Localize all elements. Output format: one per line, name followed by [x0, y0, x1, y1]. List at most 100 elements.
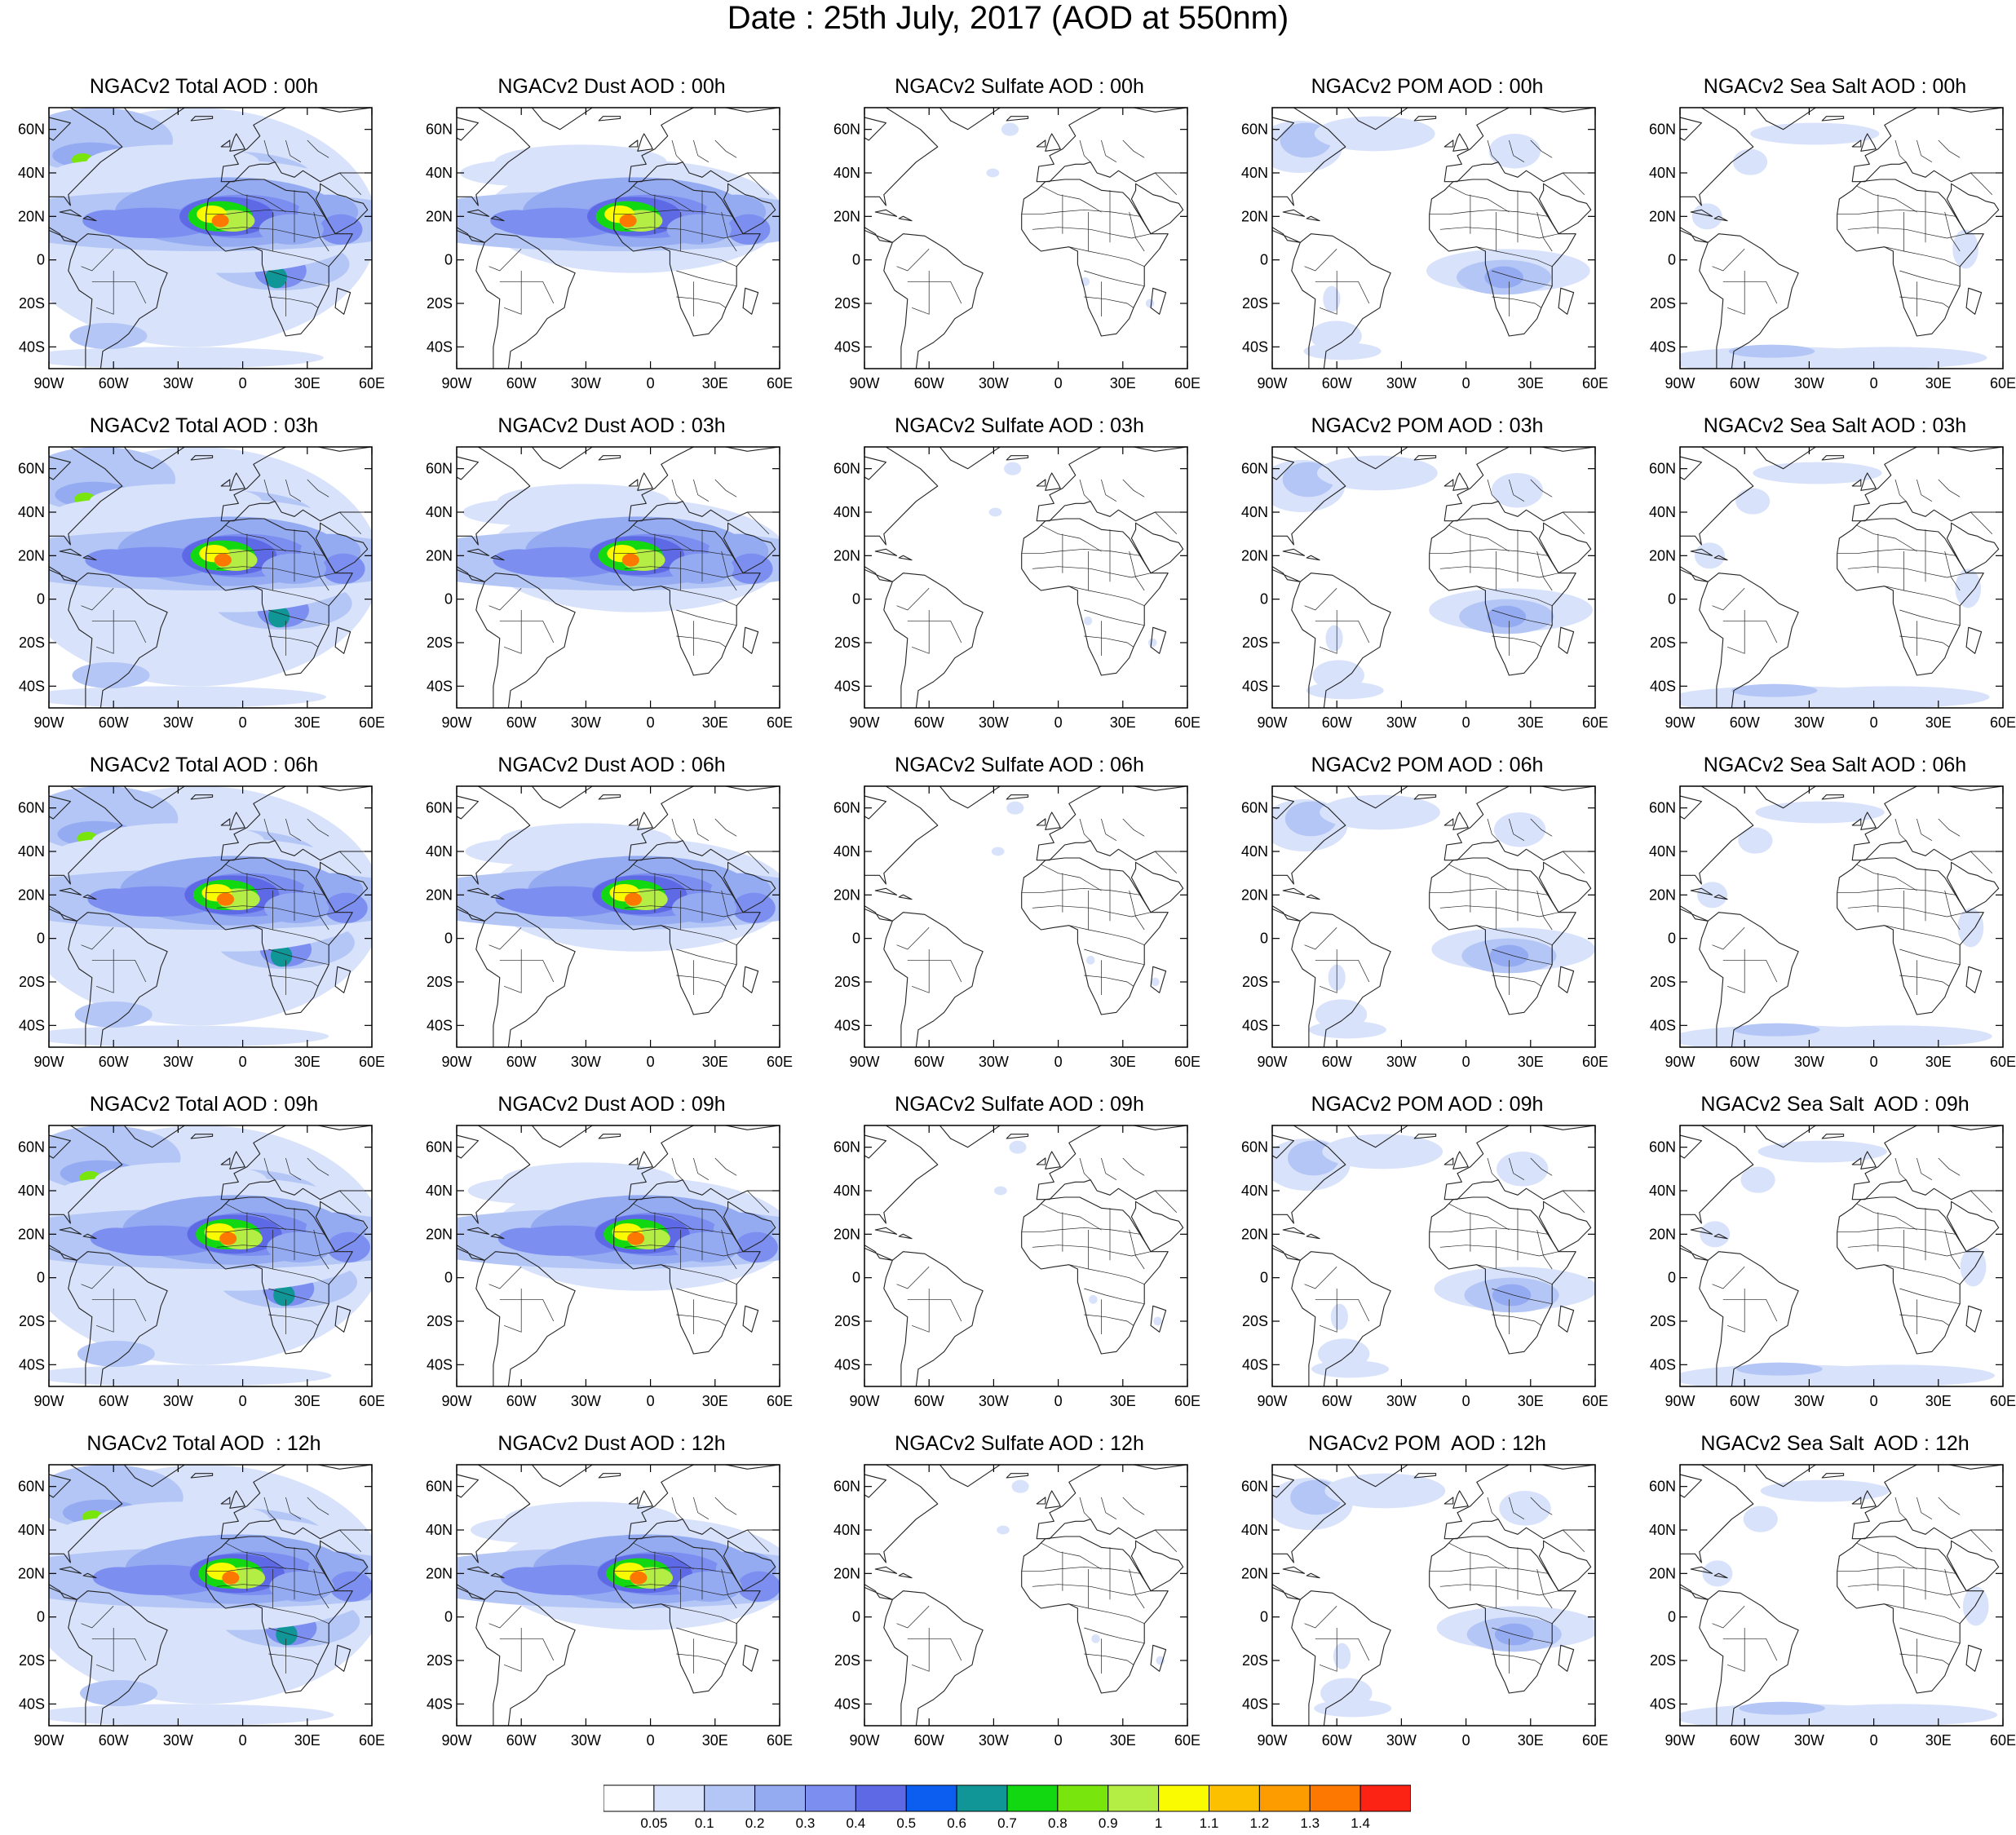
lat-tick-label: 20S [1650, 974, 1676, 990]
aod-field [1272, 1125, 1595, 1386]
aod-patch [216, 892, 235, 906]
colorbar-swatch [1309, 1784, 1361, 1812]
aod-patch [1731, 683, 1818, 697]
aod-patch [82, 210, 135, 232]
lon-tick-label: 60E [1990, 1054, 2016, 1070]
panel-title: NGACv2 POM AOD : 06h [1311, 754, 1544, 776]
lon-tick-label: 60E [359, 1732, 385, 1749]
aod-patch [1147, 638, 1157, 648]
lat-tick-label: 60N [833, 461, 860, 477]
lon-tick-label: 0 [1870, 375, 1878, 391]
lat-tick-label: 60N [1649, 800, 1676, 816]
aod-patch [324, 892, 368, 923]
map-plot: 60N 40N 20N 0 20S 40S 90W 60W 30W 0 30E 60E [426, 1464, 793, 1749]
lon-tick-label: 60E [1174, 1393, 1200, 1409]
aod-patch [1743, 1506, 1778, 1532]
borders [489, 818, 770, 995]
aod-patch [993, 1186, 1007, 1196]
aod-patch [460, 160, 581, 186]
aod-field [864, 786, 1187, 1047]
lon-tick-label: 0 [647, 375, 655, 391]
lon-tick-label: 60W [1730, 1732, 1760, 1749]
aod-patch [319, 214, 363, 245]
colorbar-swatch [653, 1784, 705, 1812]
lon-tick-label: 60W [506, 375, 537, 391]
aod-field [1680, 447, 2003, 708]
borders [1712, 479, 1993, 656]
map-plot: 60N 40N 20N 0 20S 40S 90W 60W 30W 0 30E 60E [18, 446, 385, 731]
aod-patch [259, 214, 324, 245]
coastlines [1680, 447, 2003, 708]
map-plot: 60N 40N 20N 0 20S 40S 90W 60W 30W 0 30E 60E [833, 446, 1200, 731]
colorbar-swatch [754, 1784, 807, 1812]
lon-tick-label: 30E [1110, 714, 1136, 731]
lat-tick-label: 20N [833, 1226, 860, 1242]
lat-tick-label: 20S [19, 295, 45, 312]
lon-tick-label: 0 [1054, 1393, 1063, 1409]
colorbar-swatch [603, 1784, 655, 1812]
lat-tick-label: 20S [1650, 635, 1676, 651]
aod-patch [619, 214, 637, 228]
lon-tick-label: 90W [849, 375, 879, 391]
lon-tick-label: 30E [1925, 714, 1952, 731]
lon-tick-label: 0 [647, 1732, 655, 1749]
aod-patch [1323, 285, 1341, 312]
lat-tick-label: 0 [852, 931, 860, 947]
lat-tick-label: 0 [444, 931, 453, 947]
map-frame [1271, 1125, 1596, 1387]
lat-tick-label: 20S [1650, 1313, 1676, 1329]
aod-field [49, 786, 372, 1047]
aod-field [1680, 1125, 2003, 1386]
figure-title: Date : 25th July, 2017 (AOD at 550nm) [727, 0, 1289, 36]
coastlines [457, 786, 780, 1047]
borders [896, 1157, 1178, 1334]
lat-tick-label: 60N [18, 1139, 45, 1156]
map-plot: 60N 40N 20N 0 20S 40S 90W 60W 30W 0 30E 60E [1241, 107, 1608, 391]
lat-tick-label: 60N [833, 122, 860, 138]
lat-tick-label: 40N [833, 843, 860, 860]
aod-patch [1487, 605, 1526, 628]
lat-tick-label: 0 [852, 252, 860, 268]
panel-dust-03h: NGACv2 Dust AOD : 03h 60N 40N 20N 0 20S 40S 90W… [408, 414, 816, 757]
lon-tick-label: 30W [979, 1393, 1009, 1409]
lon-tick-label: 90W [1665, 714, 1695, 731]
aod-patch [1011, 1479, 1029, 1493]
lon-tick-label: 60W [1322, 1054, 1352, 1070]
map-frame [456, 1125, 780, 1387]
lat-tick-label: 40S [834, 1696, 860, 1712]
lat-tick-label: 20S [1242, 295, 1268, 312]
panel-title: NGACv2 Sea Salt AOD : 09h [1700, 1093, 1970, 1116]
aod-patch [1322, 1134, 1443, 1170]
colorbar-label: 0.4 [846, 1815, 866, 1831]
aod-patch [735, 1231, 778, 1262]
lon-tick-label: 0 [1870, 714, 1878, 731]
lon-tick-label: 60E [359, 714, 385, 731]
colorbar-swatch [1107, 1784, 1160, 1812]
lat-tick-label: 20N [833, 1565, 860, 1581]
aod-patch [49, 686, 326, 708]
lat-tick-label: 0 [1260, 1609, 1268, 1625]
lon-tick-label: 30E [702, 1393, 728, 1409]
lat-tick-label: 60N [1649, 122, 1676, 138]
lon-tick-label: 30E [1518, 375, 1544, 391]
lon-tick-label: 60W [914, 714, 944, 731]
aod-patch [1091, 1634, 1100, 1643]
lat-tick-label: 0 [444, 1609, 453, 1625]
panel-sulfate-03h: NGACv2 Sulfate AOD : 03h 60N 40N 20N 0 20S 40S… [816, 414, 1223, 757]
aod-field [457, 1125, 780, 1386]
aod-patch [270, 944, 293, 967]
coastlines [49, 447, 372, 708]
panel-pom-03h: NGACv2 POM AOD : 03h 60N 40N 20N 0 20S 40S 90W 6… [1223, 414, 1631, 757]
lat-tick-label: 40S [19, 1356, 45, 1373]
lon-tick-label: 30E [702, 1732, 728, 1749]
lon-tick-label: 30E [702, 714, 728, 731]
aod-patch [1735, 488, 1771, 515]
map-frame [1679, 446, 2004, 709]
lat-tick-label: 0 [1668, 1270, 1676, 1286]
lat-tick-label: 20S [1650, 1652, 1676, 1669]
lon-tick-label: 60W [99, 375, 129, 391]
lon-tick-label: 30E [1925, 1732, 1952, 1749]
lat-tick-label: 40N [426, 1183, 453, 1199]
colorbar-swatch [855, 1784, 907, 1812]
colorbar-label: 1.2 [1249, 1815, 1270, 1831]
